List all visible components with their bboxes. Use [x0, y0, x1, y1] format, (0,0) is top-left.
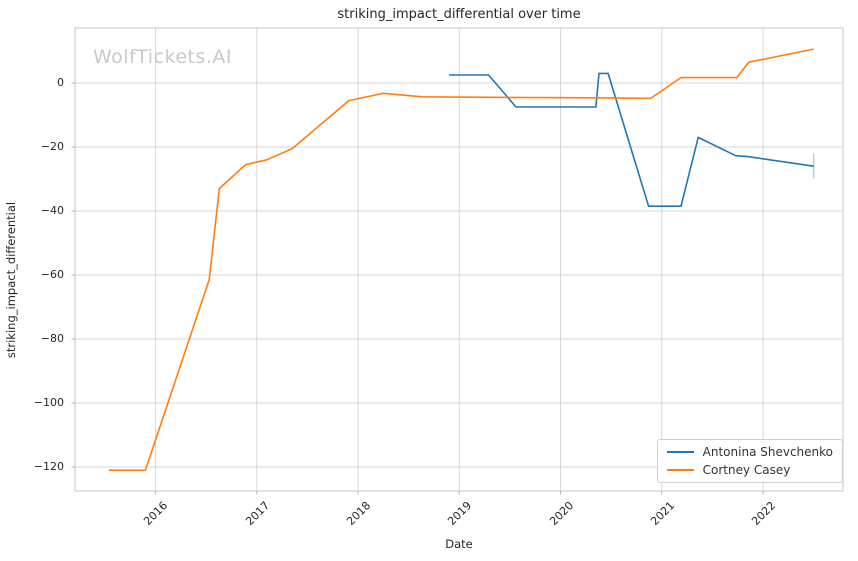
y-tick-label: −60: [40, 267, 64, 281]
x-axis-label: Date: [445, 537, 473, 551]
chart-title: striking_impact_differential over time: [337, 7, 581, 22]
legend-label: Cortney Casey: [702, 463, 791, 477]
y-tick-label: −100: [33, 395, 64, 409]
y-tick-label: −80: [40, 331, 64, 345]
legend-label: Antonina Shevchenko: [702, 445, 833, 459]
y-tick-label: −40: [40, 203, 64, 217]
y-tick-label: −20: [40, 139, 64, 153]
y-tick-label: 0: [57, 75, 64, 89]
legend-entry: Cortney Casey: [666, 463, 833, 477]
legend: Antonina Shevchenko Cortney Casey: [656, 439, 843, 483]
series-line-0: [449, 72, 814, 207]
series-line-1: [108, 48, 814, 472]
legend-line-swatch-blue: [666, 451, 694, 453]
legend-entry: Antonina Shevchenko: [666, 445, 833, 459]
y-tick-label: −120: [33, 459, 64, 473]
legend-line-swatch-orange: [666, 469, 694, 471]
watermark: WolfTickets.AI: [93, 46, 233, 68]
